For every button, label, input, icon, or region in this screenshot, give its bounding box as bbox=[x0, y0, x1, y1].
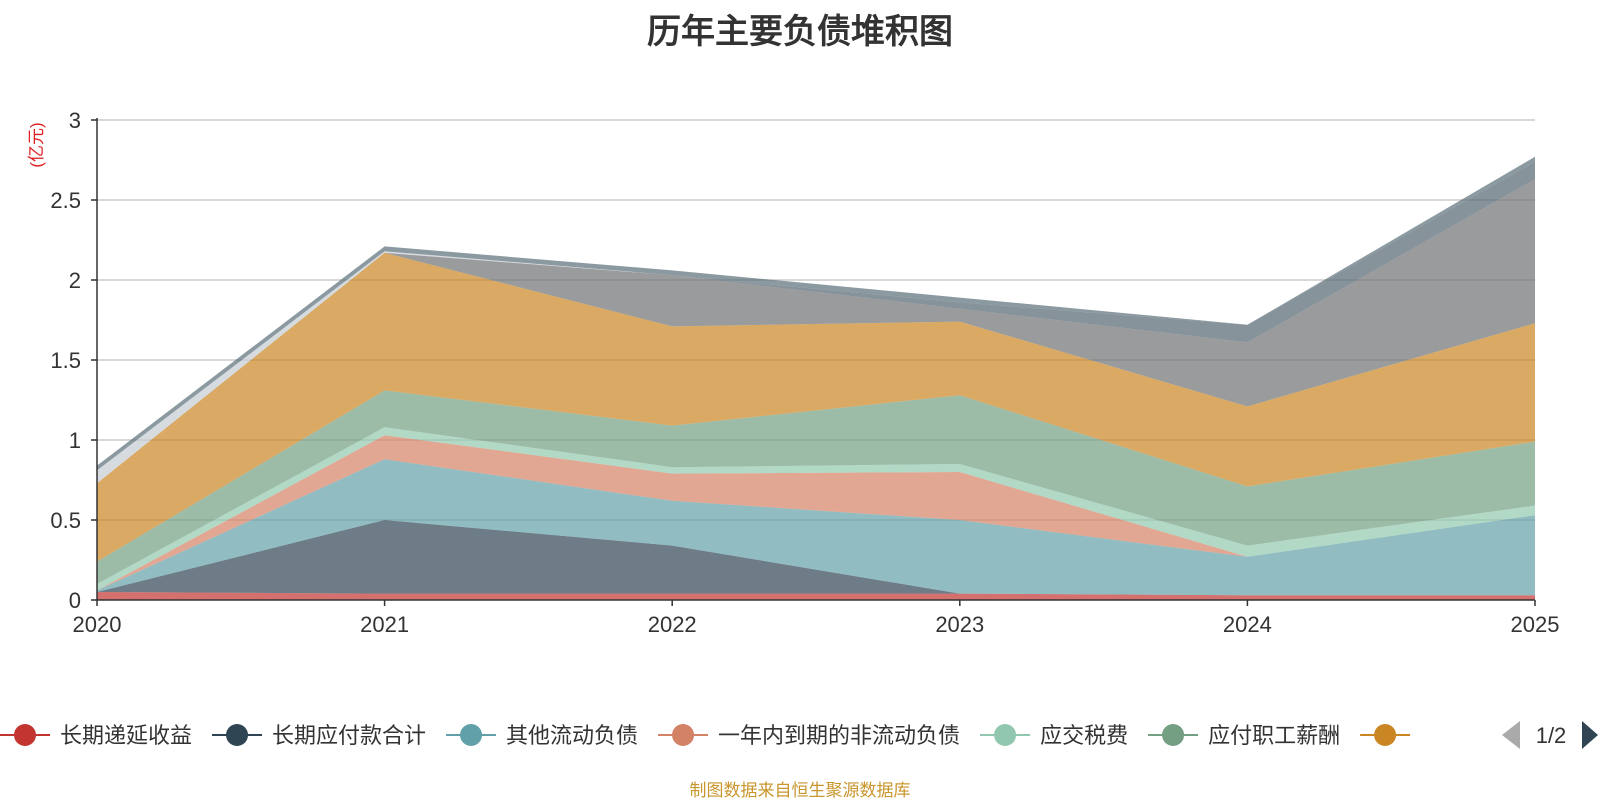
legend-circle-marker bbox=[994, 724, 1017, 746]
area-series-2 bbox=[97, 459, 1535, 596]
area-series-6 bbox=[97, 252, 1535, 562]
legend-circle-marker bbox=[1374, 724, 1397, 746]
y-tick-label: 0.5 bbox=[50, 508, 81, 533]
legend-label: 其他流动负债 bbox=[506, 723, 638, 748]
area-series-0 bbox=[97, 592, 1535, 600]
legend-next-icon[interactable] bbox=[1582, 721, 1598, 749]
legend-label: 一年内到期的非流动负债 bbox=[718, 723, 960, 748]
y-tick-label: 0 bbox=[69, 588, 81, 613]
legend-item[interactable]: 长期递延收益 bbox=[0, 723, 192, 748]
legend-label: 长期应付款合计 bbox=[272, 723, 426, 748]
y-axis-unit-label: (亿元) bbox=[27, 122, 46, 167]
source-note: 制图数据来自恒生聚源数据库 bbox=[689, 781, 911, 800]
x-tick-label: 2023 bbox=[935, 612, 984, 637]
y-tick-label: 3 bbox=[69, 108, 81, 133]
x-tick-label: 2025 bbox=[1511, 612, 1560, 637]
y-tick-label: 1.5 bbox=[50, 348, 81, 373]
legend-page-indicator: 1/2 bbox=[1536, 723, 1567, 748]
area-series-layer bbox=[97, 156, 1535, 600]
legend-circle-marker bbox=[226, 724, 249, 746]
x-tick-label: 2020 bbox=[73, 612, 122, 637]
area-series-5 bbox=[97, 390, 1535, 584]
x-tick-label: 2022 bbox=[648, 612, 697, 637]
legend-label: 应付职工薪酬 bbox=[1208, 723, 1340, 748]
y-tick-label: 2 bbox=[69, 268, 81, 293]
legend-item[interactable]: 应付职工薪酬 bbox=[1148, 723, 1340, 748]
legend-pager[interactable]: 1/2 bbox=[1502, 721, 1598, 749]
legend-item[interactable]: 应交税费 bbox=[980, 723, 1128, 748]
chart-title: 历年主要负债堆积图 bbox=[647, 13, 953, 51]
legend-prev-icon[interactable] bbox=[1502, 721, 1520, 749]
legend-circle-marker bbox=[672, 724, 695, 746]
y-tick-label: 2.5 bbox=[50, 188, 81, 213]
legend-circle-marker bbox=[14, 724, 36, 746]
area-series-1 bbox=[97, 520, 1535, 596]
x-tick-label: 2024 bbox=[1223, 612, 1272, 637]
legend-item[interactable]: 其他流动负债 bbox=[446, 723, 638, 748]
y-tick-label: 1 bbox=[69, 428, 81, 453]
legend-item[interactable] bbox=[1360, 724, 1411, 746]
x-tick-label: 2021 bbox=[360, 612, 409, 637]
axes: 0 0.5 1 1.5 2 2.5 3 2020 2021 2022 2023 2024 2025 bbox=[50, 108, 1559, 637]
legend-item[interactable]: 长期应付款合计 bbox=[212, 723, 426, 748]
legend-label: 应交税费 bbox=[1040, 723, 1128, 748]
legend-circle-marker bbox=[1162, 724, 1185, 746]
legend-circle-marker bbox=[460, 724, 483, 746]
legend-item[interactable]: 一年内到期的非流动负债 bbox=[658, 723, 960, 748]
legend-label: 长期递延收益 bbox=[60, 723, 192, 748]
legend[interactable]: 长期递延收益 长期应付款合计 其他流动负债 一年内到期的非流动负债 应交税费 应付职工薪酬… bbox=[0, 721, 1598, 749]
